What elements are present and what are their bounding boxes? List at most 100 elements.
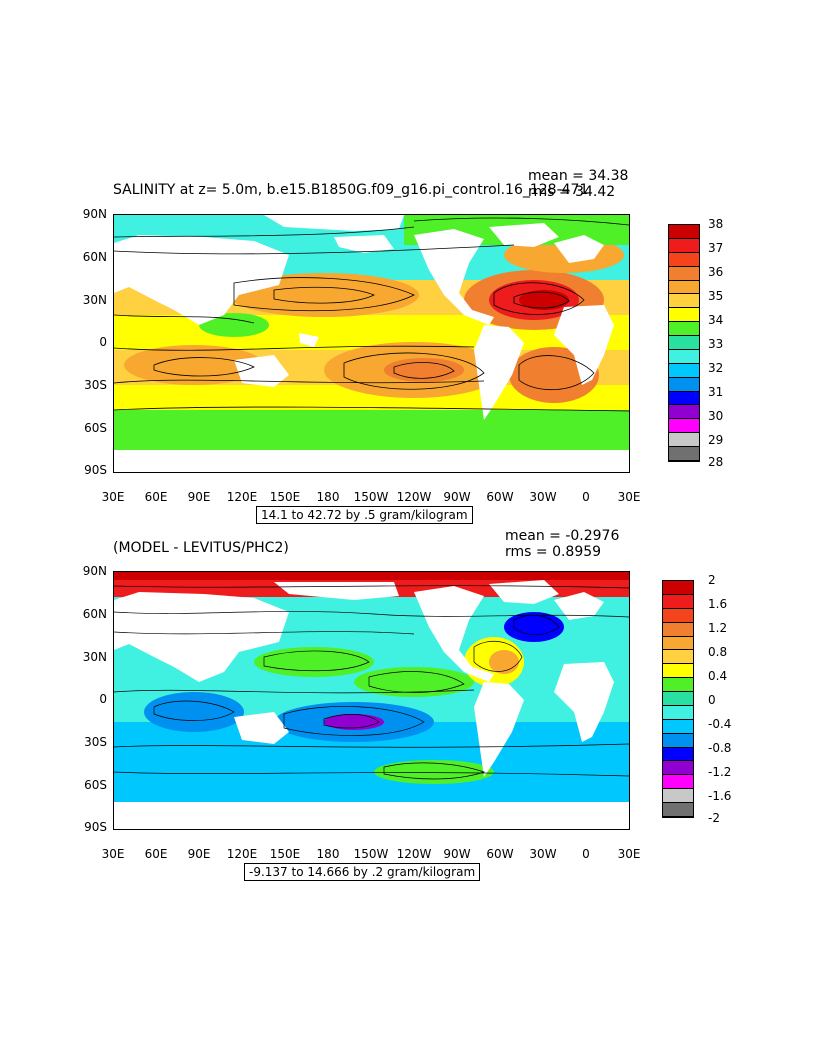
contour-info: -9.137 to 14.666 by .2 gram/kilogram — [244, 863, 481, 881]
lon-label: 0 — [582, 490, 590, 504]
colorbar-swatch — [669, 349, 699, 364]
colorbar-swatch — [663, 622, 693, 637]
colorbar-swatch — [663, 719, 693, 734]
lon-label: 120E — [226, 847, 258, 861]
lon-label: 150E — [269, 490, 301, 504]
colorbar-swatch — [669, 391, 699, 406]
colorbar-label: 29 — [708, 433, 724, 447]
lon-label: 150W — [353, 490, 389, 504]
lon-label: 180 — [316, 490, 340, 504]
lon-label: 60W — [486, 490, 514, 504]
lon-label: 180 — [316, 847, 340, 861]
salinity-panel: SALINITY at z= 5.0m, b.e15.B1850G.f09_g1… — [0, 160, 818, 524]
colorbar-swatch — [669, 377, 699, 392]
colorbar-label: 35 — [708, 289, 724, 303]
lon-label: 30E — [101, 847, 125, 861]
lat-label: 60S — [84, 778, 107, 792]
lon-label: 90W — [443, 490, 471, 504]
difference-map — [113, 571, 630, 830]
lon-label: 30E — [101, 490, 125, 504]
colorbar-swatch — [663, 761, 693, 776]
lat-label: 30N — [82, 650, 107, 664]
mean-value: mean = 34.38 — [528, 168, 629, 184]
lon-label: 120W — [396, 847, 432, 861]
colorbar-label: -1.2 — [708, 765, 732, 779]
lat-label: 90S — [84, 820, 107, 834]
colorbar-swatch — [669, 405, 699, 420]
colorbar-swatch — [663, 636, 693, 651]
colorbar-label: 28 — [708, 455, 724, 469]
lon-label: 0 — [582, 847, 590, 861]
lon-label: 90W — [443, 847, 471, 861]
mean-value: mean = -0.2976 — [505, 528, 620, 544]
lat-label: 60N — [82, 250, 107, 264]
salinity-map-svg — [114, 215, 629, 472]
lon-label: 120E — [226, 490, 258, 504]
colorbar-swatch — [669, 225, 699, 239]
colorbar-swatch — [669, 238, 699, 253]
colorbar-swatch — [669, 419, 699, 434]
colorbar-swatch — [669, 336, 699, 350]
lon-label: 30W — [529, 847, 557, 861]
colorbar-swatch — [669, 266, 699, 281]
colorbar-label: 34 — [708, 313, 724, 327]
colorbar-swatch — [663, 678, 693, 692]
lon-label: 60W — [486, 847, 514, 861]
difference-map-svg — [114, 572, 629, 829]
lat-label: 90N — [82, 564, 107, 578]
colorbar-swatch — [669, 447, 699, 461]
colorbar-label: 1.2 — [708, 621, 728, 635]
lon-label: 30W — [529, 490, 557, 504]
lon-label: 60E — [144, 847, 168, 861]
colorbar-swatch — [663, 705, 693, 720]
colorbar-label: 30 — [708, 409, 724, 423]
lon-label: 150W — [353, 847, 389, 861]
colorbar-swatch — [669, 433, 699, 447]
colorbar-swatch — [663, 747, 693, 762]
colorbar-swatch — [663, 581, 693, 595]
colorbar-label: 2 — [708, 573, 716, 587]
colorbar — [662, 580, 694, 818]
lat-label: 60S — [84, 421, 107, 435]
colorbar-swatch — [663, 775, 693, 790]
colorbar-label: 36 — [708, 265, 724, 279]
colorbar-swatch — [669, 322, 699, 336]
rms-value: rms = 34.42 — [528, 184, 616, 200]
colorbar-swatch — [663, 789, 693, 803]
lon-label: 90E — [187, 847, 211, 861]
colorbar-swatch — [669, 252, 699, 267]
colorbar-label: 0 — [708, 693, 716, 707]
lon-label: 60E — [144, 490, 168, 504]
lat-label: 90S — [84, 463, 107, 477]
colorbar-swatch — [663, 650, 693, 665]
lon-label: 30E — [617, 490, 641, 504]
colorbar-label: -0.4 — [708, 717, 732, 731]
colorbar-swatch — [669, 280, 699, 295]
difference-panel: (MODEL - LEVITUS/PHC2) mean = -0.2976 rm… — [0, 520, 818, 890]
contour-info: 14.1 to 42.72 by .5 gram/kilogram — [256, 506, 473, 524]
lon-label: 30E — [617, 847, 641, 861]
colorbar-swatch — [663, 803, 693, 817]
colorbar-label: 37 — [708, 241, 724, 255]
colorbar-swatch — [669, 363, 699, 378]
colorbar-label: -0.8 — [708, 741, 732, 755]
panel-title: SALINITY at z= 5.0m, b.e15.B1850G.f09_g1… — [113, 182, 589, 198]
colorbar-label: 33 — [708, 337, 724, 351]
colorbar-label: -1.6 — [708, 789, 732, 803]
colorbar-swatch — [663, 733, 693, 748]
rms-value: rms = 0.8959 — [505, 544, 602, 560]
colorbar-label: 1.6 — [708, 597, 728, 611]
lat-label: 0 — [99, 692, 107, 706]
colorbar-label: 0.8 — [708, 645, 728, 659]
lat-label: 30N — [82, 293, 107, 307]
lon-label: 90E — [187, 490, 211, 504]
colorbar-swatch — [663, 594, 693, 609]
salinity-map — [113, 214, 630, 473]
colorbar-swatch — [663, 664, 693, 679]
lon-label: 120W — [396, 490, 432, 504]
colorbar-label: 31 — [708, 385, 724, 399]
colorbar-label: -2 — [708, 811, 720, 825]
colorbar-swatch — [663, 608, 693, 623]
colorbar-label: 38 — [708, 217, 724, 231]
colorbar-swatch — [669, 308, 699, 323]
